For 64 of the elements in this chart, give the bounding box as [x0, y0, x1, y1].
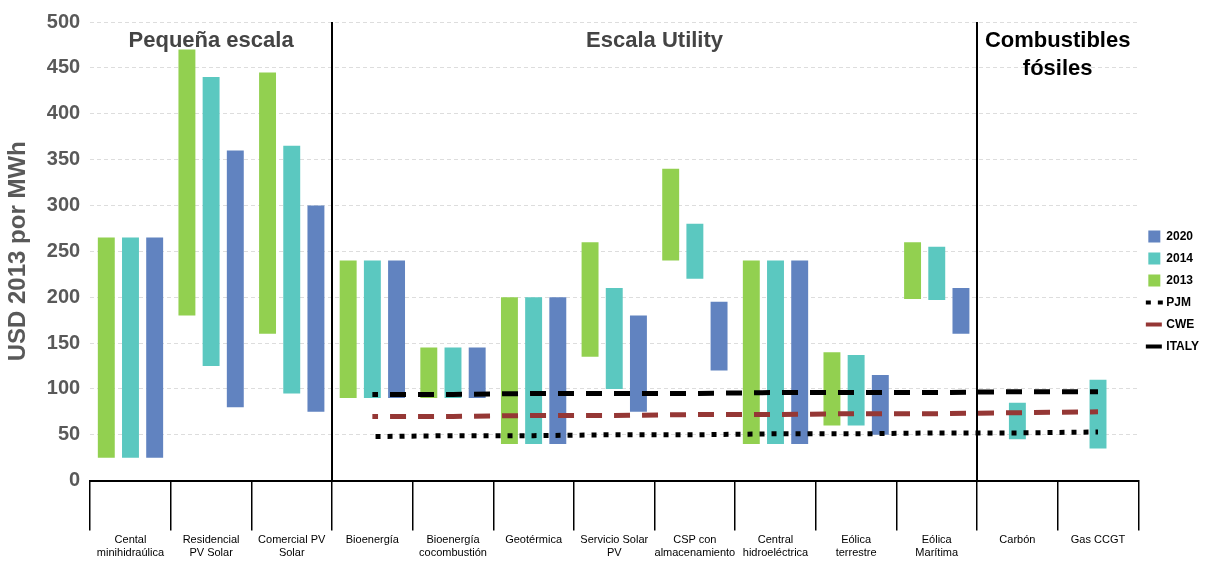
x-tick-label: Eólica terrestre	[835, 533, 877, 559]
bar	[710, 301, 728, 371]
bar	[525, 297, 543, 444]
x-tick-label: Cental minihidraúlica	[96, 533, 165, 559]
legend-label: 2013	[1166, 272, 1194, 287]
bar	[420, 347, 438, 399]
bar	[581, 242, 599, 357]
legend-label: 2020	[1166, 228, 1194, 243]
bar	[339, 260, 357, 399]
x-tick-label: Geotérmica	[505, 533, 563, 546]
x-tick-label: Residencial PV Solar	[182, 533, 240, 559]
y-tick-label: 200	[46, 284, 81, 307]
bar	[791, 260, 809, 444]
x-tick-label: Gas CCGT	[1070, 533, 1126, 546]
x-tick-label: Eólica Marítima	[915, 533, 960, 559]
x-tick-label: Comercial PV Solar	[258, 533, 327, 559]
bar	[363, 260, 381, 399]
bar	[928, 246, 946, 300]
bar	[952, 287, 970, 334]
bar	[307, 205, 325, 412]
y-tick-label: 100	[46, 376, 81, 399]
bar	[226, 150, 244, 408]
bar	[468, 347, 486, 399]
y-tick-label: 250	[46, 238, 81, 261]
legend-label: CWE	[1166, 316, 1195, 331]
bar	[146, 237, 164, 458]
y-tick-label: 300	[46, 192, 81, 215]
bar	[742, 260, 760, 444]
y-tick-label: 400	[46, 101, 81, 124]
y-tick-label: 50	[57, 422, 81, 445]
bar	[662, 168, 680, 261]
y-tick-label: 350	[46, 147, 81, 170]
y-tick-label: 450	[46, 55, 81, 78]
y-axis-title: USD 2013 por MWh	[3, 141, 31, 362]
bar	[823, 352, 841, 426]
x-tick-label: Carbón	[999, 533, 1036, 546]
bar	[97, 237, 115, 458]
legend-label: 2014	[1166, 250, 1194, 265]
bar	[605, 287, 623, 389]
annotation: Escala Utility	[586, 27, 724, 53]
x-tick-label: Bioenergía	[345, 533, 400, 546]
bar	[629, 315, 647, 412]
legend-label: ITALY	[1166, 338, 1199, 353]
x-tick-label: Servicio Solar PV	[580, 533, 649, 559]
y-tick-label: 0	[69, 468, 81, 491]
x-tick-label: Bioenergía cocombustión	[419, 533, 487, 559]
bar	[904, 242, 922, 299]
y-tick-label: 150	[46, 330, 81, 353]
bar	[686, 223, 704, 279]
bar	[500, 297, 518, 444]
annotation: Pequeña escala	[128, 27, 295, 53]
x-tick-label: CSP con almacenamiento	[654, 533, 736, 559]
bar	[388, 260, 406, 399]
y-tick-label: 500	[46, 9, 81, 32]
bar	[259, 72, 277, 334]
bar	[767, 260, 784, 444]
legend-label: PJM	[1166, 294, 1192, 309]
bar	[847, 354, 865, 426]
bar	[283, 145, 301, 394]
bar	[549, 297, 567, 444]
x-tick-label: Central hidroeléctrica	[742, 533, 810, 559]
bar	[202, 77, 220, 366]
annotation: Combustibles fósiles	[984, 27, 1131, 81]
bar	[122, 237, 139, 458]
